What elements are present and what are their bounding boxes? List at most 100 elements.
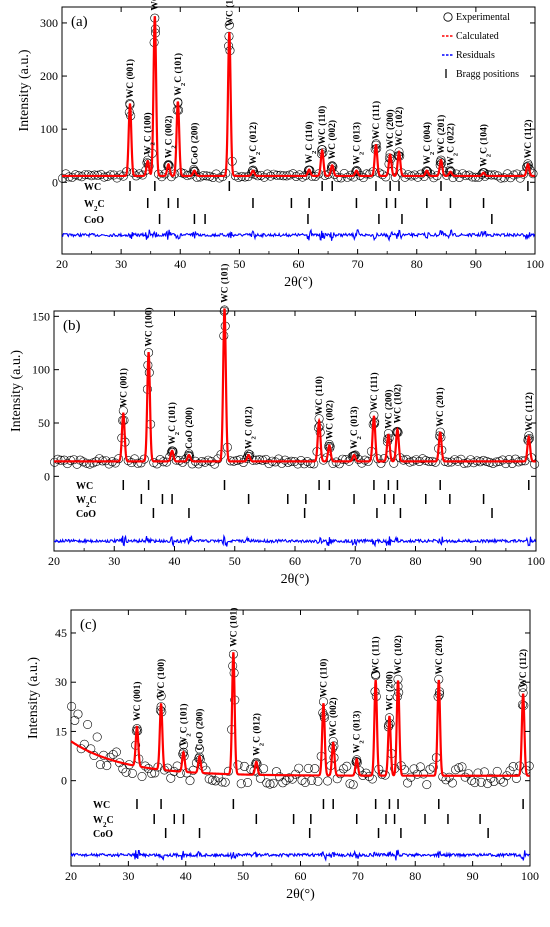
experimental-point <box>418 454 428 464</box>
experimental-point <box>462 458 472 468</box>
experimental-point <box>310 171 320 181</box>
experimental-point <box>483 779 493 789</box>
experimental-point <box>361 768 371 778</box>
experimental-point <box>479 168 489 178</box>
experimental-point <box>419 769 429 779</box>
experimental-point <box>499 777 509 787</box>
experimental-point <box>349 450 359 460</box>
experimental-point <box>306 459 316 469</box>
peak-label: WC (102) <box>393 635 404 674</box>
experimental-point <box>185 776 195 786</box>
experimental-point <box>127 768 137 778</box>
experimental-point <box>224 20 234 30</box>
residual-curve <box>70 849 530 862</box>
y-tick-label: 300 <box>40 16 58 30</box>
experimental-point <box>186 170 196 180</box>
peak-label: WC (111) <box>371 101 382 139</box>
experimental-point <box>335 769 345 779</box>
plot-frame <box>70 609 531 867</box>
experimental-point <box>82 458 92 468</box>
peak-label: WC (112) <box>518 649 529 688</box>
experimental-point <box>277 458 287 468</box>
experimental-point <box>94 454 104 464</box>
peak-label: W2C (012) <box>248 122 261 165</box>
y-tick-label: 100 <box>40 122 58 136</box>
experimental-point <box>70 170 80 180</box>
x-tick-label: 90 <box>467 869 479 883</box>
experimental-point <box>278 778 288 788</box>
experimental-point <box>342 172 352 182</box>
experimental-point <box>183 451 193 461</box>
peak-label: CoO (200) <box>194 709 205 751</box>
peak-label: WC (200) <box>383 389 394 428</box>
experimental-point <box>300 777 310 787</box>
experimental-point <box>189 166 199 176</box>
x-tick-label: 100 <box>526 257 544 271</box>
experimental-point <box>336 173 346 183</box>
legend-label: Calculated <box>456 31 499 42</box>
x-tick-label: 90 <box>470 554 482 568</box>
experimental-point <box>236 779 246 789</box>
experimental-point <box>111 747 121 757</box>
experimental-point <box>155 455 165 465</box>
experimental-point <box>460 772 470 782</box>
peak-label: WC (001) <box>118 368 129 407</box>
experimental-point <box>259 172 269 182</box>
y-axis-title: Intensity (a.u.) <box>9 350 24 432</box>
experimental-point <box>251 757 261 767</box>
experimental-point <box>426 169 436 179</box>
peak-label: W2C (100) <box>143 112 157 155</box>
legend: Experimental Calculated Residuals Bragg pos… <box>442 12 519 80</box>
y-tick-label: 0 <box>52 175 58 189</box>
peak-label: WC (112) <box>524 392 535 431</box>
y-tick-label: 15 <box>55 724 67 738</box>
peak-label: WC (100) <box>150 0 161 11</box>
experimental-point <box>362 169 372 179</box>
x-tick-label: 40 <box>169 554 181 568</box>
experimental-point <box>244 451 254 461</box>
bragg-phase-label: W2C <box>76 495 97 509</box>
peak-label: WC (200) <box>384 671 395 710</box>
experimental-point <box>357 458 367 468</box>
experimental-point <box>179 169 189 179</box>
x-tick-label: 50 <box>229 554 241 568</box>
experimental-point <box>130 454 140 464</box>
experimental-point <box>496 173 506 183</box>
bragg-phase-label: WC <box>93 800 110 811</box>
y-axis-title: Intensity (a.u.) <box>17 49 32 131</box>
bragg-phase-label: CoO <box>76 509 96 520</box>
experimental-point <box>313 776 323 786</box>
peak-label: WC (101) <box>228 608 239 647</box>
experimental-point <box>422 167 432 177</box>
x-axis-title: 2θ(°) <box>286 887 315 902</box>
experimental-point <box>458 169 468 179</box>
experimental-point <box>409 764 419 774</box>
panel-label: (a) <box>71 14 88 30</box>
experimental-point <box>398 455 408 465</box>
experimental-point <box>338 454 348 464</box>
experimental-point <box>413 172 423 182</box>
experimental-point <box>323 776 333 786</box>
experimental-point <box>265 779 275 789</box>
y-tick-label: 100 <box>32 363 50 377</box>
experimental-point <box>249 167 259 177</box>
x-axis-title: 2θ(°) <box>284 275 313 290</box>
experimental-point <box>99 172 109 182</box>
experimental-point <box>92 732 102 742</box>
panel-label: (b) <box>63 318 81 334</box>
experimental-point <box>314 169 324 179</box>
experimental-point <box>160 169 170 179</box>
x-tick-label: 60 <box>289 554 301 568</box>
experimental-point <box>403 778 413 788</box>
experimental-point <box>323 169 333 179</box>
experimental-point <box>339 169 349 179</box>
x-tick-label: 30 <box>108 554 120 568</box>
experimental-point <box>486 773 496 783</box>
experimental-point <box>528 169 538 179</box>
experimental-point <box>104 459 114 469</box>
peak-label: WC (201) <box>435 387 446 426</box>
x-tick-label: 80 <box>410 554 422 568</box>
experimental-point <box>446 167 456 177</box>
experimental-point <box>280 455 290 465</box>
experimental-point <box>59 455 69 465</box>
